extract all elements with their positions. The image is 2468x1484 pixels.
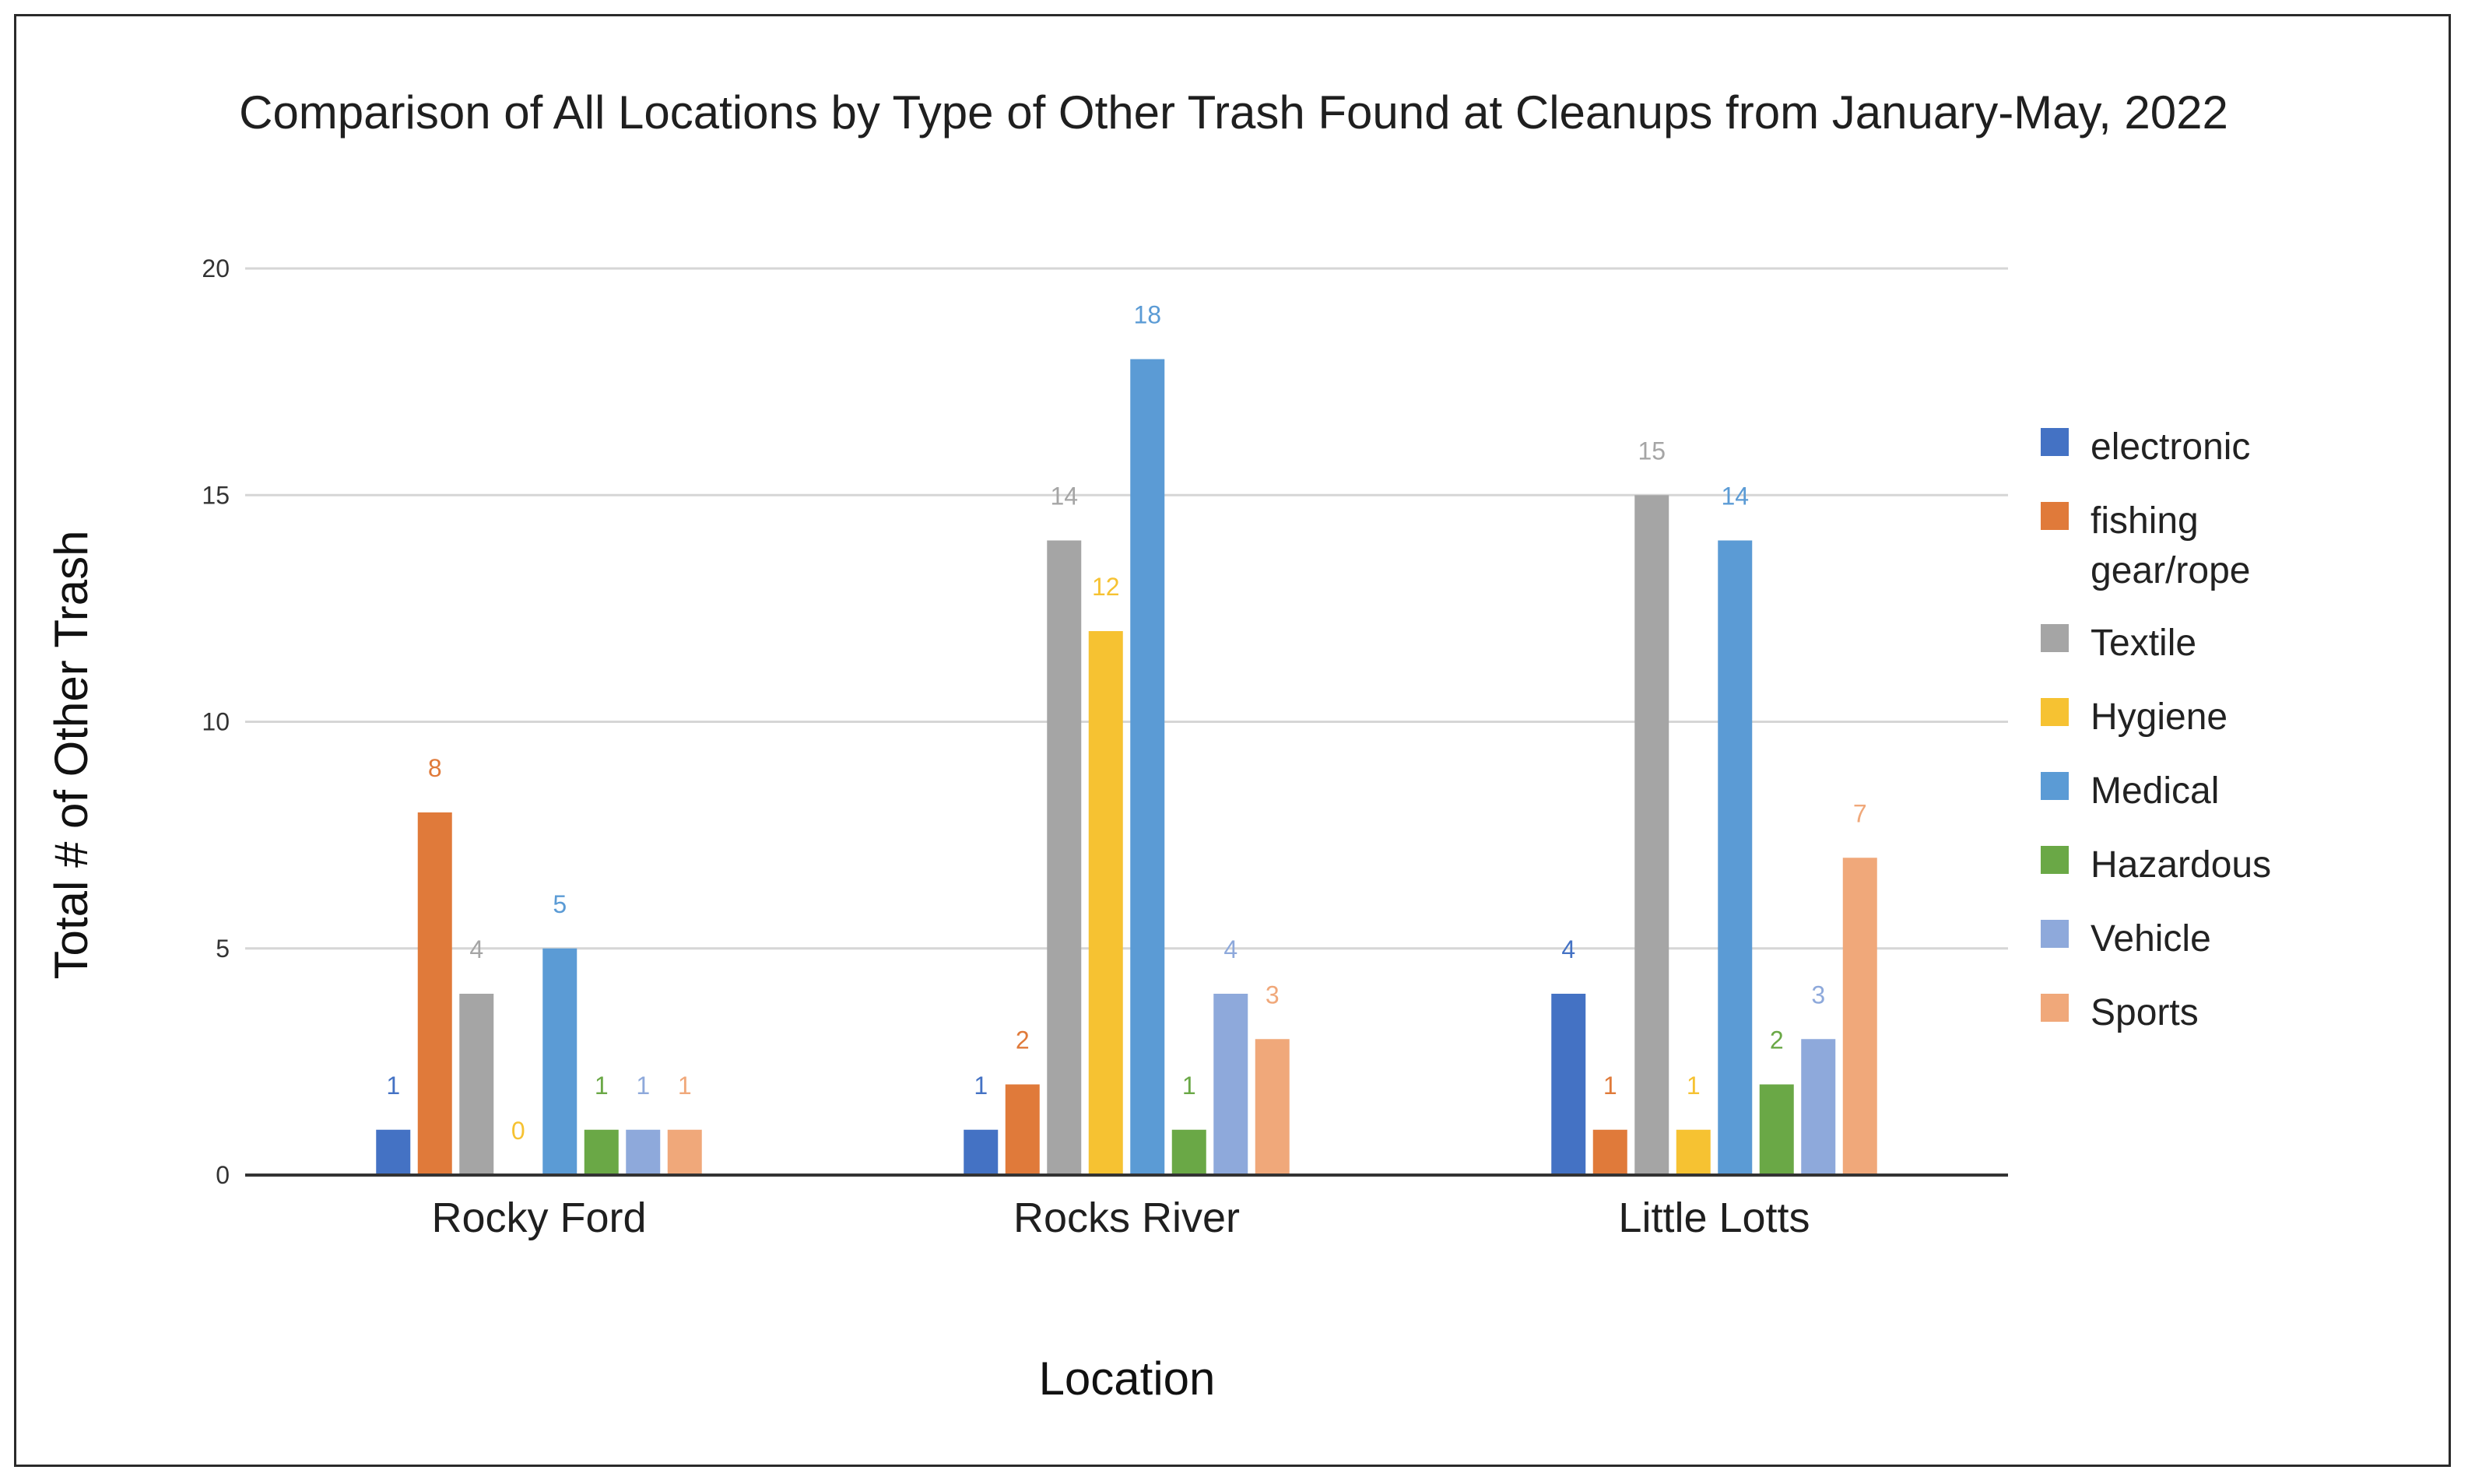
bar-hygiene (1676, 1129, 1711, 1175)
y-tick-label: 5 (216, 935, 230, 963)
data-label: 4 (469, 935, 483, 963)
bar-vehicle (626, 1129, 661, 1175)
data-label: 15 (1638, 437, 1666, 465)
data-label: 4 (1561, 935, 1575, 963)
data-label: 1 (678, 1072, 692, 1100)
data-label: 2 (1016, 1026, 1030, 1054)
bar-medical (1718, 540, 1753, 1175)
data-label: 14 (1050, 482, 1078, 510)
bar-textile (459, 994, 494, 1175)
bar-fishing-gear-rope (417, 812, 452, 1175)
legend-swatch (2041, 772, 2069, 800)
x-tick-label: Little Lotts (1618, 1195, 1810, 1241)
legend-label: Sports (2091, 992, 2199, 1033)
legend-label: Hazardous (2091, 844, 2271, 886)
legend-swatch (2041, 920, 2069, 948)
legend-label: fishing gear/rope (2091, 500, 2250, 591)
bar-fishing-gear-rope (1005, 1084, 1040, 1175)
data-label: 1 (1182, 1072, 1196, 1100)
data-label: 4 (1223, 935, 1238, 963)
data-label: 1 (1603, 1072, 1617, 1100)
data-label: 7 (1853, 799, 1867, 827)
data-label: 1 (974, 1072, 988, 1100)
legend-swatch (2041, 428, 2069, 456)
data-label: 5 (553, 890, 567, 918)
data-label: 3 (1266, 981, 1280, 1009)
data-label: 1 (636, 1072, 650, 1100)
chart-title: Comparison of All Locations by Type of O… (239, 86, 2228, 139)
data-label: 1 (595, 1072, 609, 1100)
bar-vehicle (1213, 994, 1248, 1175)
legend-swatch (2041, 994, 2069, 1022)
bar-sports (1842, 858, 1877, 1175)
bar-textile (1634, 495, 1669, 1175)
bar-electronic (1551, 994, 1586, 1175)
legend-label: electronic (2091, 426, 2250, 468)
y-tick-label: 15 (202, 481, 230, 509)
y-axis-label: Total # of Other Trash (45, 531, 97, 980)
legend: electronic fishing gear/rope Textile Hygiene… (2041, 426, 2271, 1033)
data-label: 12 (1092, 573, 1120, 601)
data-label: 14 (1721, 482, 1749, 510)
legend-swatch (2041, 502, 2069, 530)
data-label: 0 (511, 1117, 525, 1145)
bar-medical (1130, 359, 1165, 1175)
bar-hazardous (1171, 1129, 1206, 1175)
data-label: 1 (386, 1072, 400, 1100)
bar-fishing-gear-rope (1592, 1129, 1627, 1175)
y-tick-label: 10 (202, 708, 230, 736)
legend-label-line: gear/rope (2091, 550, 2250, 591)
bar-vehicle (1801, 1039, 1836, 1175)
chart-frame (14, 14, 2451, 1467)
legend-swatch (2041, 624, 2069, 652)
data-label: 2 (1770, 1026, 1784, 1054)
bar-hygiene (1088, 631, 1123, 1175)
x-tick-label: Rocks River (1013, 1195, 1240, 1241)
data-label: 8 (428, 754, 442, 782)
bar-electronic (964, 1129, 999, 1175)
bar-textile (1047, 540, 1082, 1175)
data-label: 1 (1687, 1072, 1701, 1100)
gridlines (245, 267, 2008, 950)
bar-sports (667, 1129, 702, 1175)
y-tick-labels: 0 5 10 15 20 (202, 254, 230, 1189)
bar-sports (1255, 1039, 1290, 1175)
legend-label-line: fishing (2091, 500, 2199, 542)
y-tick-label: 20 (202, 254, 230, 282)
data-label: 18 (1133, 301, 1161, 329)
bar-medical (542, 948, 578, 1175)
legend-label: Hygiene (2091, 696, 2228, 738)
legend-swatch (2041, 846, 2069, 874)
bar-hazardous (1759, 1084, 1794, 1175)
data-label: 3 (1811, 981, 1825, 1009)
legend-label: Textile (2091, 623, 2196, 664)
bars (376, 359, 1877, 1175)
legend-label: Medical (2091, 770, 2219, 812)
legend-swatch (2041, 698, 2069, 726)
x-tick-label: Rocky Ford (431, 1195, 646, 1241)
legend-label: Vehicle (2091, 918, 2211, 960)
x-tick-labels: Rocky Ford Rocks River Little Lotts (431, 1195, 1810, 1241)
bar-electronic (376, 1129, 411, 1175)
x-axis-label: Location (1039, 1352, 1216, 1405)
y-tick-label: 0 (216, 1161, 230, 1189)
bar-hazardous (584, 1129, 619, 1175)
